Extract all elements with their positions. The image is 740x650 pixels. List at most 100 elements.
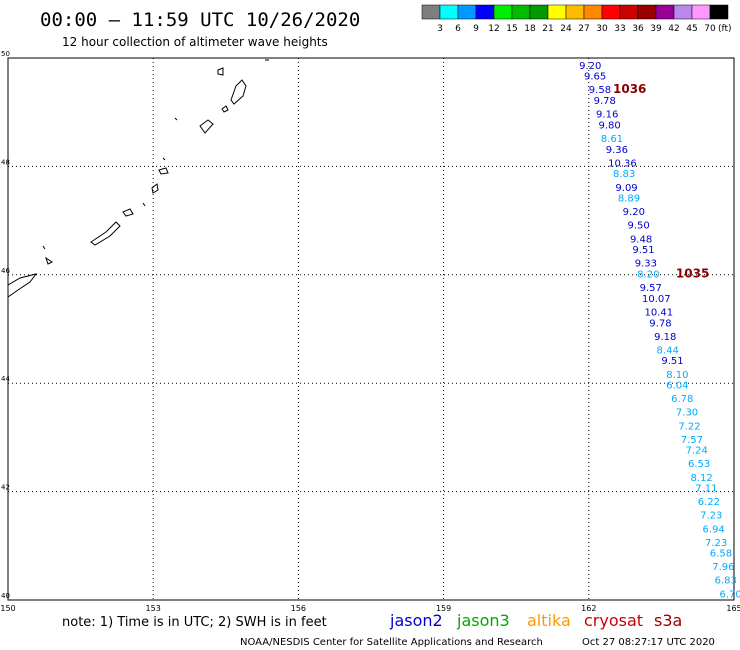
- legend-scale-label: 36: [632, 24, 644, 34]
- longitude-label: 153: [146, 604, 161, 613]
- coastline-hokkaido: [7, 273, 38, 298]
- latitude-label: 48: [1, 158, 10, 166]
- legend-swatch: [457, 4, 477, 20]
- legend-swatch: [547, 4, 567, 20]
- legend-scale-label: 24: [560, 24, 572, 34]
- longitude-label: 165: [726, 604, 740, 613]
- legend-swatch: [565, 4, 585, 20]
- island-paramushir: [230, 79, 247, 105]
- longitude-label: 156: [291, 604, 306, 613]
- coastline-kuril-islands: [7, 59, 269, 298]
- track-time-label: 1035: [676, 267, 709, 281]
- swh-reading: 9.16: [596, 110, 618, 121]
- swh-reading: 8.10: [666, 370, 688, 381]
- map-subtitle: 12 hour collection of altimeter wave hei…: [62, 35, 328, 49]
- swh-reading: 6.78: [671, 394, 693, 405]
- legend-swatch: [637, 4, 657, 20]
- swh-reading: 9.80: [598, 120, 620, 131]
- longitude-label: 162: [581, 604, 596, 613]
- swh-reading: 7.11: [695, 484, 717, 495]
- swh-reading: 6.94: [703, 524, 725, 535]
- legend-swatch: [601, 4, 621, 20]
- swh-reading: 6.70: [719, 589, 740, 600]
- longitude-label: 159: [436, 604, 451, 613]
- swh-reading: 8.89: [618, 194, 640, 205]
- legend-scale-labels: 3 6 9 12 15 18 21 24 27 30 33 36 39 42 45 70: [437, 24, 716, 34]
- swh-reading: 10.36: [608, 158, 637, 169]
- legend-swatch: [619, 4, 639, 20]
- island-iturup: [90, 221, 121, 246]
- latitude-label: 44: [1, 375, 10, 383]
- footer-timestamp: Oct 27 08:27:17 UTC 2020: [582, 637, 715, 648]
- footer-note: note: 1) Time is in UTC; 2) SWH is in fe…: [62, 615, 327, 630]
- swh-reading: 9.36: [606, 145, 628, 156]
- legend-swatch: [475, 4, 495, 20]
- swh-reading: 9.33: [635, 259, 657, 270]
- island-onekotan: [199, 119, 214, 134]
- swh-reading: 8.12: [690, 473, 712, 484]
- legend-unit: (ft): [718, 24, 732, 34]
- legend-scale-label: 21: [542, 24, 553, 34]
- swh-reading: 9.51: [632, 245, 654, 256]
- map-title: 00:00 – 11:59 UTC 10/26/2020: [40, 9, 360, 31]
- satellite-legend-cryosat: cryosat: [584, 611, 643, 630]
- swh-reading: 6.04: [666, 381, 688, 392]
- island-shape: [174, 117, 178, 121]
- legend-swatch: [529, 4, 549, 20]
- footer-credit: NOAA/NESDIS Center for Satellite Applica…: [240, 637, 543, 648]
- swh-reading: 8.83: [613, 169, 635, 180]
- graticule: [8, 58, 734, 600]
- swh-reading: 9.65: [584, 72, 606, 83]
- latitude-label: 50: [1, 50, 10, 58]
- latitude-label: 42: [1, 484, 10, 492]
- swh-reading: 6.83: [715, 576, 737, 587]
- swh-reading: 8.61: [601, 134, 623, 145]
- island-shape: [162, 157, 166, 161]
- swh-reading: 9.18: [654, 332, 676, 343]
- swh-reading: 9.20: [579, 61, 601, 72]
- legend-scale-label: 9: [473, 24, 479, 34]
- island-shape: [217, 67, 224, 76]
- swh-reading: 8.20: [637, 270, 659, 281]
- legend-swatch: [583, 4, 603, 20]
- legend-scale-label: 6: [455, 24, 461, 34]
- legend-scale-label: 18: [524, 24, 536, 34]
- legend-swatch: [655, 4, 675, 20]
- legend-scale-label: 39: [650, 24, 662, 34]
- satellite-legend-jason3: jason3: [456, 611, 510, 630]
- swh-reading: 10.07: [642, 294, 671, 305]
- track-time-labels: 103610351034: [613, 82, 709, 281]
- swh-reading: 7.57: [681, 435, 703, 446]
- swh-reading: 7.24: [686, 446, 708, 457]
- swh-reading: 8.44: [657, 345, 679, 356]
- swh-reading: 6.58: [710, 549, 732, 560]
- legend-scale-label: 3: [437, 24, 443, 34]
- legend-swatch: [421, 4, 441, 20]
- legend-swatch: [709, 4, 729, 20]
- swh-reading: 9.50: [628, 221, 650, 232]
- satellite-legend-s3a: s3a: [654, 611, 682, 630]
- satellite-legend: jason2 jason3 altika cryosat s3a: [389, 611, 682, 630]
- swh-reading: 7.30: [676, 408, 698, 419]
- swh-reading: 7.23: [700, 511, 722, 522]
- legend-scale-label: 27: [578, 24, 589, 34]
- island-shape: [42, 245, 46, 250]
- legend-scale-label: 70: [704, 24, 716, 34]
- swh-reading: 9.78: [594, 96, 616, 107]
- island-shape: [221, 105, 229, 113]
- longitude-label: 150: [0, 604, 15, 613]
- latitude-label: 46: [1, 267, 10, 275]
- satellite-legend-jason2: jason2: [389, 611, 443, 630]
- swh-reading: 7.96: [712, 562, 734, 573]
- legend-scale-label: 12: [488, 24, 499, 34]
- swh-reading: 9.78: [649, 318, 671, 329]
- map-frame: [7, 57, 735, 601]
- legend-scale-label: 15: [506, 24, 517, 34]
- swh-reading: 6.53: [688, 459, 710, 470]
- swh-readings: 9.209.659.589.789.169.808.619.3610.368.8…: [579, 61, 740, 600]
- swh-reading: 10.41: [644, 307, 673, 318]
- swh-reading: 6.22: [698, 497, 720, 508]
- swh-reading: 7.22: [678, 421, 700, 432]
- legend-swatch: [511, 4, 531, 20]
